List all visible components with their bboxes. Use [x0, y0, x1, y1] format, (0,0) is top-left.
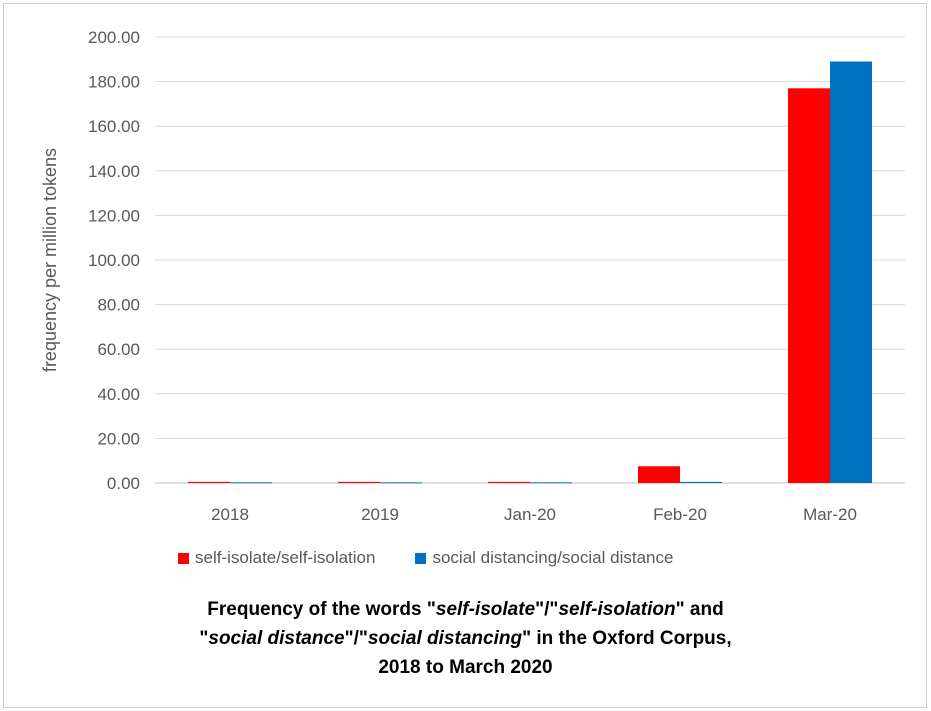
y-tick-label: 0.00: [107, 474, 140, 493]
y-axis-title: frequency per million tokens: [40, 148, 60, 372]
x-axis-ticks: 2018 2019 Jan-20 Feb-20 Mar-20: [211, 505, 857, 524]
bar-social-distancing-jan-20: [530, 482, 572, 484]
caption-text: "/": [344, 628, 368, 649]
y-tick-label: 200.00: [88, 28, 140, 47]
bar-social-distancing-2019: [380, 482, 422, 484]
y-tick-label: 140.00: [88, 162, 140, 181]
y-tick-label: 80.00: [97, 296, 140, 315]
legend-label: self-isolate/self-isolation: [195, 548, 376, 567]
chart-caption: Frequency of the words "self-isolate"/"s…: [0, 595, 931, 682]
bar-social-distancing-feb-20: [680, 481, 722, 483]
legend-swatch-blue: [415, 552, 427, 564]
bar-self-isolate-jan-20: [488, 481, 530, 483]
bar-self-isolate-2019: [338, 481, 380, 483]
y-tick-label: 120.00: [88, 206, 140, 225]
caption-text: " in the Oxford Corpus,: [522, 628, 732, 649]
bar-social-distancing-2018: [230, 482, 272, 484]
y-tick-label: 40.00: [97, 385, 140, 404]
x-tick-label: Mar-20: [803, 505, 857, 524]
y-tick-label: 100.00: [88, 251, 140, 270]
x-tick-label: Feb-20: [653, 505, 707, 524]
caption-line-1: Frequency of the words "self-isolate"/"s…: [0, 595, 931, 624]
x-tick-label: Jan-20: [504, 505, 556, 524]
legend-item-self-isolate: self-isolate/self-isolation: [178, 548, 375, 568]
bar-self-isolate-mar-20: [788, 88, 830, 483]
y-tick-label: 180.00: [88, 73, 140, 92]
legend-item-social-distancing: social distancing/social distance: [415, 548, 673, 568]
caption-italic: self-isolate: [435, 599, 536, 620]
caption-text: "/": [535, 599, 559, 620]
bar-self-isolate-feb-20: [638, 466, 680, 483]
caption-text: Frequency of the words ": [207, 599, 436, 620]
caption-italic: social distance: [208, 628, 345, 649]
caption-line-3: 2018 to March 2020: [378, 657, 553, 678]
bar-social-distancing-mar-20: [830, 61, 872, 483]
caption-line-2: "social distance"/"social distancing" in…: [0, 624, 931, 653]
chart-frame: [3, 3, 927, 708]
bar-chart: 0.00 20.00 40.00 60.00 80.00 100.00 120.00 140.…: [40, 28, 905, 524]
caption-italic: social distancing: [367, 628, 523, 649]
caption-text: " and: [675, 599, 724, 620]
caption-italic: self-isolation: [558, 599, 676, 620]
y-tick-label: 160.00: [88, 117, 140, 136]
bar-self-isolate-2018: [188, 481, 230, 483]
legend: self-isolate/self-isolation social dista…: [178, 548, 673, 568]
y-tick-label: 20.00: [97, 429, 140, 448]
caption-text: ": [199, 628, 209, 649]
bars: [188, 61, 872, 484]
y-tick-label: 60.00: [97, 340, 140, 359]
gridlines: [155, 36, 905, 484]
y-axis-ticks: 0.00 20.00 40.00 60.00 80.00 100.00 120.00 140.…: [88, 28, 140, 493]
legend-label: social distancing/social distance: [432, 548, 674, 567]
x-tick-label: 2018: [211, 505, 249, 524]
legend-swatch-red: [178, 552, 189, 564]
x-tick-label: 2019: [361, 505, 399, 524]
